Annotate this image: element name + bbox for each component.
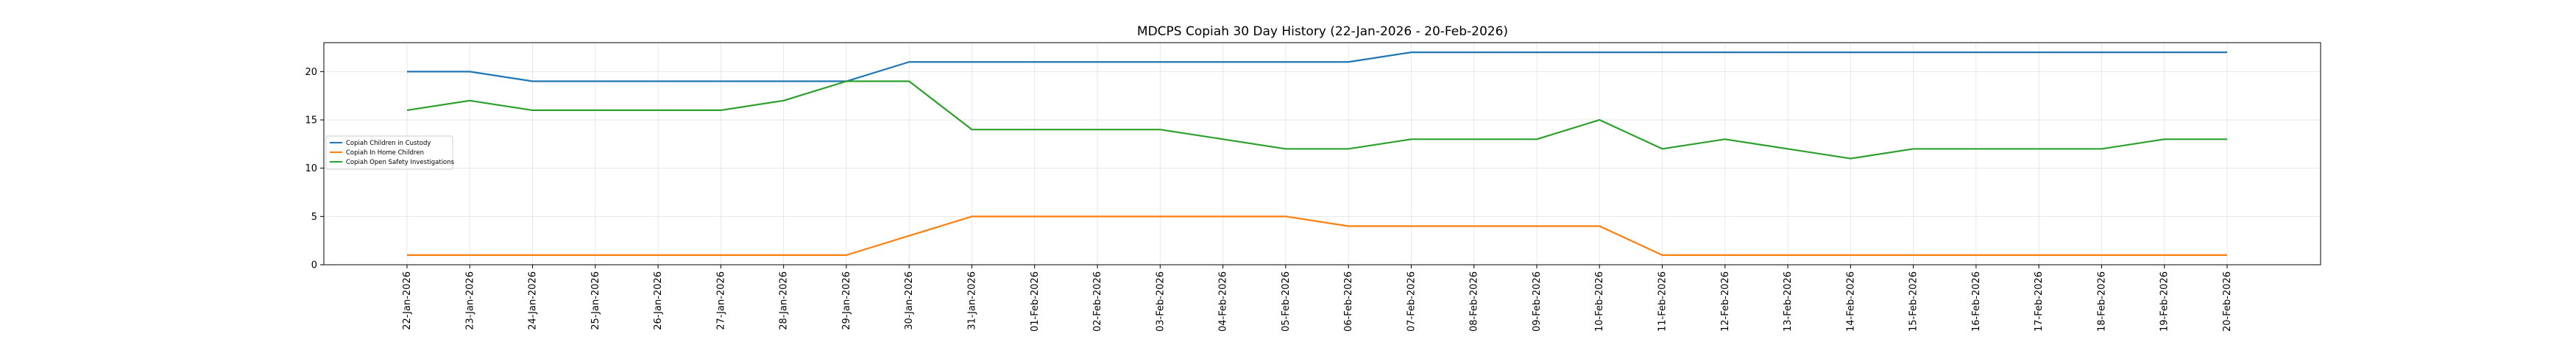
- series-line: [406, 80, 2227, 160]
- x-tick-label: 24-Jan-2026: [528, 271, 539, 330]
- series-line: [407, 51, 2227, 82]
- x-tick-label: 20-Feb-2026: [2222, 271, 2233, 332]
- x-tick-label: 22-Jan-2026: [402, 271, 413, 330]
- x-tick-label: 31-Jan-2026: [966, 271, 977, 330]
- x-tick-label: 02-Feb-2026: [1092, 271, 1103, 332]
- x-tick-label: 25-Jan-2026: [590, 271, 601, 330]
- x-tick-label: 07-Feb-2026: [1406, 271, 1417, 332]
- x-axis: 22-Jan-2026 23-Jan-2026 24-Jan-2026 25-Jan-…: [402, 265, 2233, 332]
- x-tick-label: 03-Feb-2026: [1155, 271, 1166, 332]
- x-tick-label: 09-Feb-2026: [1532, 271, 1543, 332]
- legend-label: Copiah In Home Children: [346, 149, 424, 157]
- series-lines: [406, 51, 2227, 256]
- legend-label: Copiah Children in Custody: [346, 140, 431, 147]
- plot-area-frame: [323, 42, 2321, 265]
- x-tick-label: 23-Jan-2026: [464, 271, 475, 330]
- y-axis: 0 5 10 15 20: [305, 67, 324, 271]
- x-tick-label: 16-Feb-2026: [1971, 271, 1982, 332]
- x-tick-label: 15-Feb-2026: [1908, 271, 1919, 332]
- x-tick-label: 26-Jan-2026: [653, 271, 664, 330]
- series-line: [407, 215, 2227, 256]
- x-tick-label: 13-Feb-2026: [1783, 271, 1794, 332]
- y-tick-label: 10: [305, 163, 317, 174]
- x-tick-label: 01-Feb-2026: [1030, 271, 1041, 332]
- x-tick-label: 27-Jan-2026: [715, 271, 726, 330]
- legend: Copiah Children in Custody Copiah In Home…: [325, 135, 455, 170]
- legend-frame: [325, 135, 453, 170]
- x-tick-label: 29-Jan-2026: [841, 271, 852, 330]
- x-tick-label: 14-Feb-2026: [1845, 271, 1856, 332]
- x-tick-label: 30-Jan-2026: [904, 271, 915, 330]
- x-tick-label: 12-Feb-2026: [1720, 271, 1731, 332]
- y-tick-label: 5: [311, 212, 317, 223]
- grid: [324, 43, 2321, 265]
- x-tick-label: 18-Feb-2026: [2096, 271, 2107, 332]
- x-tick-label: 06-Feb-2026: [1343, 271, 1354, 332]
- y-tick-label: 0: [311, 260, 317, 271]
- y-tick-label: 15: [305, 115, 317, 126]
- x-tick-label: 11-Feb-2026: [1657, 271, 1669, 332]
- y-tick-label: 20: [305, 67, 317, 78]
- x-tick-label: 19-Feb-2026: [2159, 271, 2170, 332]
- x-tick-label: 04-Feb-2026: [1218, 271, 1229, 332]
- x-tick-label: 17-Feb-2026: [2034, 271, 2045, 332]
- legend-label: Copiah Open Safety Investigations: [346, 159, 455, 166]
- x-tick-label: 05-Feb-2026: [1281, 271, 1292, 332]
- x-tick-label: 08-Feb-2026: [1469, 271, 1480, 332]
- x-tick-label: 10-Feb-2026: [1594, 271, 1605, 332]
- x-tick-label: 28-Jan-2026: [779, 271, 790, 330]
- chart-title: MDCPS Copiah 30 Day History (22-Jan-2026…: [1137, 24, 1508, 39]
